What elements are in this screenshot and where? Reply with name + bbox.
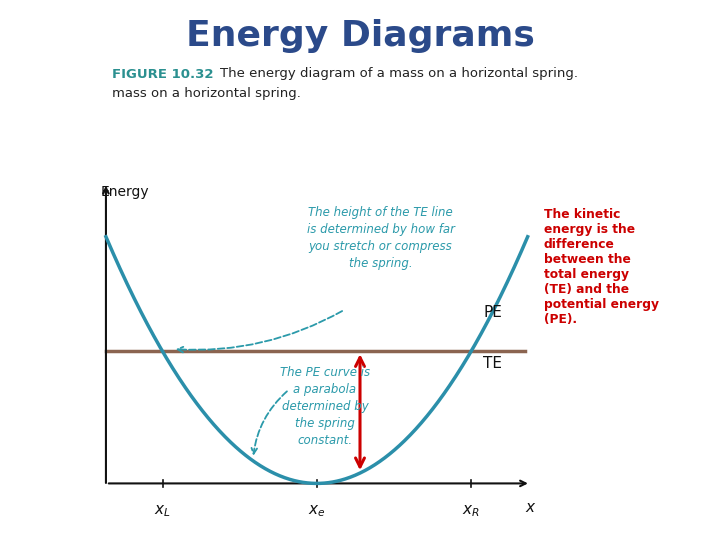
- Text: FIGURE 10.32: FIGURE 10.32: [112, 68, 213, 80]
- Text: mass on a horizontal spring.: mass on a horizontal spring.: [112, 87, 300, 100]
- Text: TE: TE: [483, 356, 503, 370]
- Text: $x_R$: $x_R$: [462, 503, 480, 519]
- Text: $x_L$: $x_L$: [154, 503, 171, 519]
- Text: PE: PE: [483, 305, 503, 320]
- Text: Energy: Energy: [101, 185, 150, 199]
- Text: The PE curve is
a parabola
determined by
the spring
constant.: The PE curve is a parabola determined by…: [280, 366, 370, 447]
- Text: The kinetic
energy is the
difference
between the
total energy
(TE) and the
poten: The kinetic energy is the difference bet…: [544, 208, 659, 326]
- Text: $x_e$: $x_e$: [308, 503, 325, 519]
- Text: x: x: [525, 500, 534, 515]
- Text: The height of the TE line
is determined by how far
you stretch or compress
the s: The height of the TE line is determined …: [307, 206, 454, 271]
- Text: The energy diagram of a mass on a horizontal spring.: The energy diagram of a mass on a horizo…: [220, 68, 577, 80]
- Text: Energy Diagrams: Energy Diagrams: [186, 19, 534, 53]
